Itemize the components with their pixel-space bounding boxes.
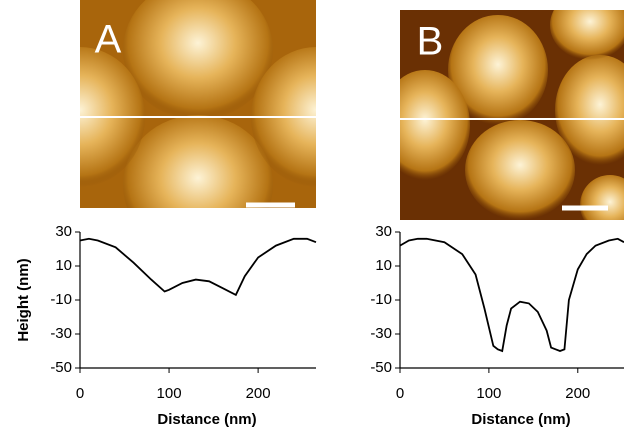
panel-label: B	[417, 20, 444, 64]
y-tick-label: 30	[375, 223, 392, 240]
panel-label: A	[95, 18, 122, 62]
profile-line	[79, 237, 317, 297]
x-tick-label: 100	[476, 385, 501, 402]
y-tick-label: -50	[50, 359, 72, 376]
y-tick-label: -30	[50, 325, 72, 342]
x-axis-label: Distance (nm)	[471, 411, 570, 428]
x-axis-label: Distance (nm)	[157, 411, 256, 428]
profile-line	[399, 237, 624, 353]
y-tick-label: 10	[375, 257, 392, 274]
y-tick-label: -10	[50, 291, 72, 308]
y-tick-label: -10	[370, 291, 392, 308]
y-axis-label: Height (nm)	[15, 258, 32, 341]
y-tick-label: -50	[370, 359, 392, 376]
y-tick-label: 10	[55, 257, 72, 274]
x-tick-label: 0	[396, 385, 404, 402]
afm-image-a	[80, 0, 316, 208]
x-tick-label: 200	[565, 385, 590, 402]
x-tick-label: 100	[157, 385, 182, 402]
x-tick-label: 0	[76, 385, 84, 402]
x-tick-label: 200	[246, 385, 271, 402]
y-tick-label: -30	[370, 325, 392, 342]
y-tick-label: 30	[55, 223, 72, 240]
afm-image-b	[400, 10, 624, 220]
